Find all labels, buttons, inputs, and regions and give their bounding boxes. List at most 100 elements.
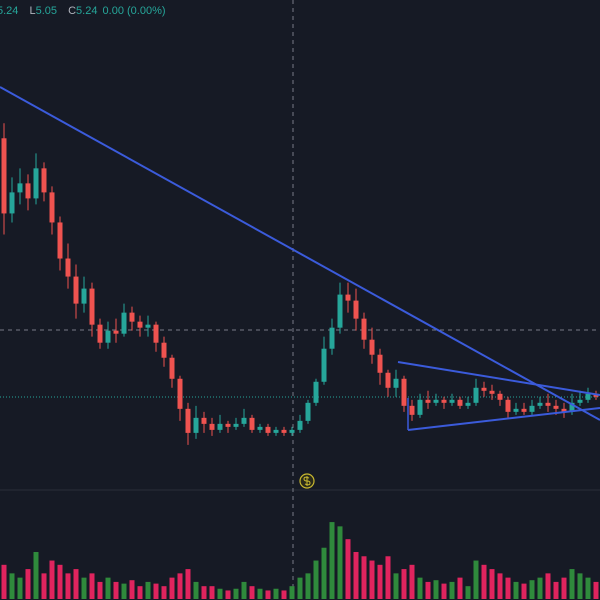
candle-body [201, 417, 207, 424]
volume-bar [433, 580, 439, 599]
volume-bar [513, 581, 519, 599]
volume-bar [481, 564, 487, 599]
candle-body [193, 417, 199, 433]
ohlc-label: C [68, 5, 77, 17]
volume-bar [305, 573, 311, 599]
candle-body [1, 138, 7, 214]
candle-body [425, 399, 431, 403]
candle-body [129, 312, 135, 322]
volume-bar [113, 581, 119, 599]
candle-body [9, 192, 15, 214]
candle-body [377, 354, 383, 373]
candle-body [409, 405, 415, 415]
candle-body [345, 294, 351, 301]
volume-bar [33, 552, 39, 599]
candle-body [57, 222, 63, 259]
candle-body [545, 402, 551, 406]
volume-bar [561, 577, 567, 599]
candle-body [513, 408, 519, 412]
volume-bar [153, 583, 159, 599]
candle-body [481, 387, 487, 391]
volume-bar [49, 560, 55, 599]
volume-bar [73, 569, 79, 599]
ohlc-value: 5.24 [76, 5, 98, 17]
candle-body [249, 417, 255, 430]
candle-body [265, 426, 271, 433]
candle-body [225, 423, 231, 427]
candle-body [449, 399, 455, 403]
volume-bar [201, 586, 207, 599]
candle-body [385, 372, 391, 388]
candle-body [297, 420, 303, 430]
volume-bar [369, 560, 375, 599]
candle-body [497, 393, 503, 400]
candle-body [473, 387, 479, 403]
volume-bar [81, 577, 87, 599]
volume-bar [273, 588, 279, 599]
candle-body [329, 327, 335, 349]
dividend-symbol [303, 476, 311, 486]
volume-bar [97, 581, 103, 599]
volume-bar [489, 569, 495, 599]
volume-bar [409, 564, 415, 599]
volume-bar [417, 577, 423, 599]
candle-body [561, 408, 567, 412]
trendline [397, 361, 600, 396]
trendline [0, 86, 600, 421]
candle-body [289, 429, 295, 433]
candle-body [433, 399, 439, 403]
volume-bar [457, 577, 463, 599]
volume-bar [249, 586, 255, 599]
candle-body [569, 402, 575, 412]
volume-bar [257, 588, 263, 599]
volume-bar [233, 588, 239, 599]
volume-bar [553, 581, 559, 599]
ohlc-value: 5.24 [0, 5, 19, 17]
volume-bar [89, 573, 95, 599]
volume-bar [217, 588, 223, 599]
volume-bar [185, 569, 191, 599]
volume-bar [385, 556, 391, 599]
candle-body [369, 339, 375, 355]
volume-bar [41, 573, 47, 599]
candle-body [241, 417, 247, 424]
volume-bar [465, 586, 471, 599]
volume-bar [265, 590, 271, 599]
volume-bar [177, 573, 183, 599]
candle-body [185, 408, 191, 433]
volume-bar [25, 569, 31, 599]
candle-body [529, 405, 535, 412]
candle-body [393, 378, 399, 388]
candle-body [161, 342, 167, 358]
ohlc-value: 5.05 [35, 5, 58, 17]
volume-bar [585, 577, 591, 599]
volume-bar [241, 581, 247, 599]
candle-body [49, 192, 55, 223]
marks [1, 123, 599, 599]
volume-bar [225, 590, 231, 599]
candle-body [153, 324, 159, 343]
volume-bar [577, 573, 583, 599]
volume-bar [193, 581, 199, 599]
volume-bar [329, 522, 335, 599]
candle-body [353, 300, 359, 319]
volume-bar [441, 583, 447, 599]
candle-body [577, 399, 583, 403]
volume-bar [17, 577, 23, 599]
candle-body [25, 183, 31, 199]
volume-bar [145, 581, 151, 599]
volume-bar [569, 569, 575, 599]
candle-body [313, 381, 319, 403]
candle-body [417, 399, 423, 415]
candle-body [97, 324, 103, 343]
candle-body [113, 330, 119, 334]
volume-bar [105, 577, 111, 599]
candle-body [553, 405, 559, 409]
candle-body [217, 423, 223, 430]
candle-body [521, 408, 527, 412]
candle-body [145, 324, 151, 328]
volume-bar [313, 560, 319, 599]
change-value: 0.00 (0.00%) [102, 5, 166, 17]
volume-bar [57, 564, 63, 599]
